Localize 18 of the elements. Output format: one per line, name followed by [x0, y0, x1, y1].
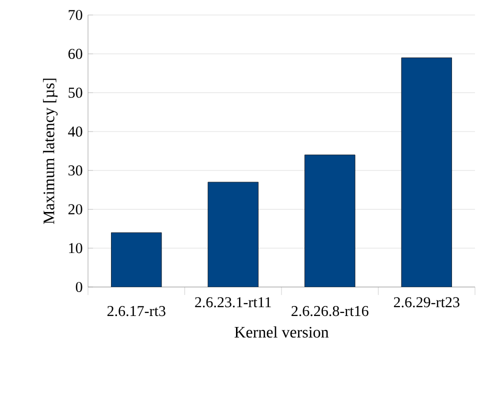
x-tick-label: 2.6.23.1-rt11 [195, 297, 271, 308]
x-tick-label: 2.6.26.8-rt16 [292, 306, 368, 316]
x-axis-title: Kernel version [234, 326, 329, 338]
y-tick-label: 0 [76, 282, 82, 292]
x-tick-label: 2.6.29-rt23 [394, 297, 460, 308]
bar [304, 154, 356, 287]
y-tick-label: 50 [68, 88, 82, 98]
y-tick-label: 40 [68, 126, 82, 137]
bar [401, 58, 452, 287]
bar [111, 232, 162, 287]
y-tick-label: 20 [68, 204, 82, 214]
y-tick-label: 30 [68, 165, 82, 176]
x-tick-label: 2.6.17-rt3 [107, 306, 166, 316]
y-tick-label: 60 [68, 48, 82, 59]
y-axis-title: Maximum latency [µs] [43, 78, 58, 224]
bar [208, 182, 258, 287]
y-tick-label: 70 [68, 10, 82, 20]
y-tick-label: 10 [69, 243, 82, 254]
